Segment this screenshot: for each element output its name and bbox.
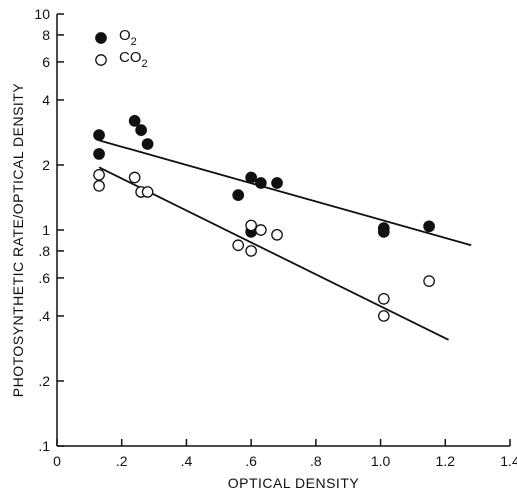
x-tick-label: .4	[181, 453, 193, 469]
data-point-co2	[232, 239, 245, 252]
y-tick-label: 1	[42, 222, 50, 238]
x-tick-label: .2	[116, 453, 128, 469]
y-tick-label: 4	[42, 92, 50, 108]
data-point-co2	[245, 219, 257, 232]
y-tick-label: .8	[38, 243, 50, 259]
data-point-o2	[245, 171, 257, 184]
data-point-o2	[255, 177, 267, 189]
legend-marker	[95, 54, 107, 66]
data-point-o2	[135, 124, 147, 136]
x-axis-title: OPTICAL DENSITY	[228, 475, 360, 491]
data-point-co2	[93, 169, 105, 181]
y-tick-label: 6	[42, 54, 50, 70]
x-tick-label: .6	[245, 453, 257, 469]
y-tick-label: 2	[42, 157, 50, 173]
y-tick-label: 8	[42, 27, 50, 43]
data-point-o2	[232, 189, 245, 201]
data-point-o2	[141, 138, 154, 150]
trendlines	[98, 139, 472, 341]
data-points	[93, 115, 435, 322]
y-axis-ticks: .1 .2 .4 .6 .8 1 2 4 6 8 10	[34, 6, 64, 454]
data-point-o2	[93, 129, 105, 141]
data-point-co2	[141, 186, 154, 198]
y-tick-label: .1	[38, 438, 50, 454]
y-tick-label: .4	[38, 308, 50, 324]
legend-label: CO2	[119, 49, 148, 70]
data-point-o2	[377, 226, 390, 238]
data-point-o2	[93, 148, 105, 160]
legend-label: O2	[119, 27, 137, 48]
data-point-o2	[128, 115, 141, 127]
data-point-co2	[255, 224, 267, 236]
data-point-co2	[377, 293, 390, 305]
y-tick-label: 10	[34, 6, 50, 22]
y-tick-label: .6	[38, 270, 50, 286]
x-tick-label: .8	[310, 453, 322, 469]
x-tick-label: 1.2	[436, 453, 456, 469]
y-tick-label: .2	[38, 373, 50, 389]
data-point-co2	[377, 310, 390, 322]
chart-axes	[56, 14, 510, 447]
legend-marker	[95, 32, 107, 44]
data-point-co2	[423, 275, 435, 287]
data-point-o2	[271, 177, 283, 189]
x-tick-label: 0	[53, 453, 61, 469]
data-point-co2	[271, 228, 283, 241]
trendline-co2	[98, 166, 449, 341]
data-point-o2	[423, 220, 435, 233]
data-point-co2	[93, 180, 105, 192]
data-point-co2	[245, 245, 257, 257]
x-axis-ticks: 0 .2 .4 .6 .8 1.0 1.2 1.4	[53, 439, 517, 469]
x-tick-label: 1.4	[500, 453, 517, 469]
trendline-o2	[98, 139, 472, 247]
x-tick-label: 1.0	[371, 453, 391, 469]
y-axis-title: PHOTOSYNTHETIC RATE/OPTICAL DENSITY	[10, 83, 26, 398]
data-point-co2	[128, 171, 141, 184]
